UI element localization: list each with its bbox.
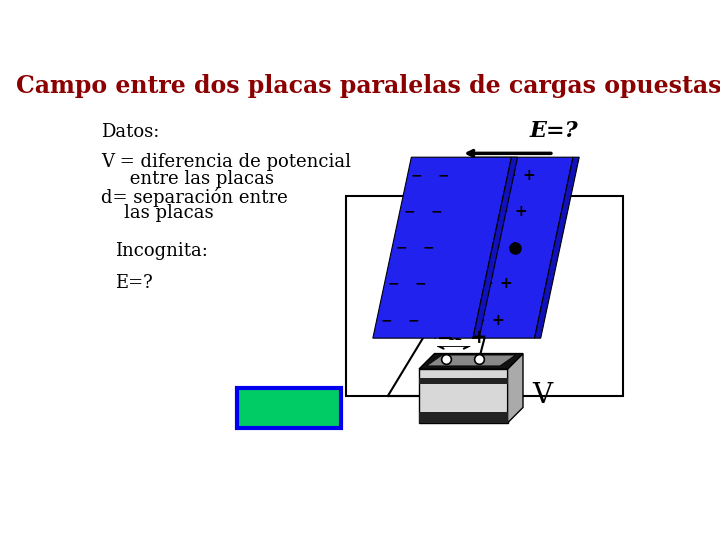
Text: +: + (492, 313, 504, 328)
Text: +: + (523, 168, 535, 183)
Text: d: d (437, 321, 470, 345)
Bar (419, 377, 508, 384)
Polygon shape (534, 157, 579, 338)
Text: −: − (430, 205, 442, 219)
Text: −: − (438, 168, 449, 183)
FancyBboxPatch shape (237, 388, 341, 428)
Text: +: + (487, 240, 500, 255)
Bar (346, 195, 623, 396)
Text: V: V (532, 382, 552, 409)
Text: E=?: E=? (115, 274, 153, 292)
Text: d= separación entre: d= separación entre (101, 187, 288, 207)
Text: Datos:: Datos: (101, 123, 159, 140)
Polygon shape (434, 157, 573, 338)
Text: +: + (471, 328, 487, 347)
Text: Campo entre dos placas paralelas de cargas opuestas: Campo entre dos placas paralelas de carg… (17, 74, 720, 98)
Text: +: + (503, 168, 516, 183)
Text: entre las placas: entre las placas (101, 170, 274, 188)
Text: las placas: las placas (101, 204, 214, 222)
Text: Incognita:: Incognita: (115, 242, 208, 260)
Text: −: − (388, 277, 400, 291)
Text: −: − (423, 241, 434, 255)
Polygon shape (427, 355, 516, 366)
Polygon shape (473, 157, 518, 338)
Text: V = diferencia de potencial: V = diferencia de potencial (101, 153, 351, 171)
Bar (419, 369, 508, 423)
Polygon shape (373, 157, 511, 338)
Bar (419, 412, 508, 423)
Text: E=?: E=? (529, 120, 578, 142)
Text: E= V/d: E= V/d (251, 399, 326, 418)
Text: +: + (515, 204, 528, 219)
Text: +: + (507, 240, 520, 255)
Text: −: − (380, 313, 392, 327)
Text: −: − (407, 313, 419, 327)
Text: −: − (411, 168, 423, 183)
Text: −: − (403, 205, 415, 219)
Text: +: + (480, 276, 492, 292)
Text: −: − (395, 241, 407, 255)
Text: −: − (415, 277, 426, 291)
Text: +: + (495, 204, 508, 219)
Polygon shape (508, 354, 523, 423)
Text: +: + (472, 313, 485, 328)
Polygon shape (419, 354, 523, 369)
Text: +: + (499, 276, 512, 292)
Text: −: − (438, 328, 454, 347)
